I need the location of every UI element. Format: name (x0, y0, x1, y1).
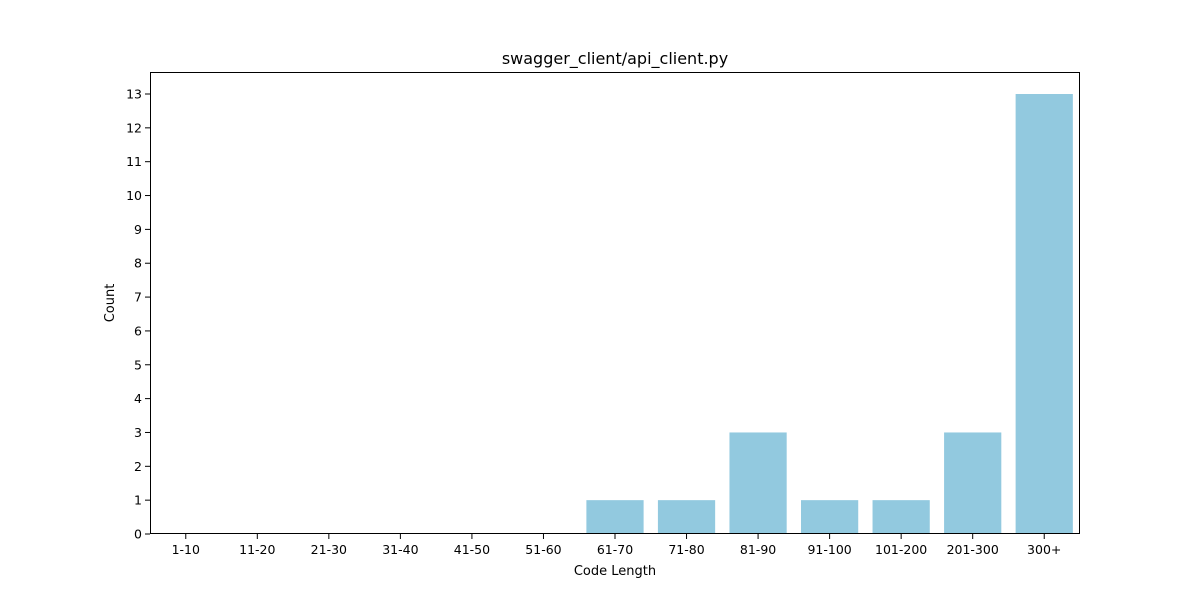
bar-91-100 (801, 500, 859, 534)
x-tick-label: 61-70 (597, 542, 633, 557)
x-tick-label: 101-200 (875, 542, 927, 557)
y-tick-label: 0 (134, 527, 142, 542)
bar-101-200 (872, 500, 930, 534)
y-tick-label: 5 (134, 357, 142, 372)
x-tick-label: 1-10 (172, 542, 200, 557)
y-tick-label: 12 (126, 120, 142, 135)
y-tick-label: 9 (134, 222, 142, 237)
x-tick-label: 71-80 (668, 542, 704, 557)
x-tick-label: 91-100 (807, 542, 851, 557)
x-tick-label: 31-40 (382, 542, 418, 557)
x-tick-label: 21-30 (311, 542, 347, 557)
y-tick-label: 13 (126, 87, 142, 102)
x-tick-label: 300+ (1027, 542, 1061, 557)
y-tick-label: 3 (134, 425, 142, 440)
x-tick-label: 11-20 (239, 542, 275, 557)
y-tick-label: 7 (134, 290, 142, 305)
chart-title: swagger_client/api_client.py (502, 49, 728, 69)
bars-group (586, 94, 1073, 534)
y-tick-label: 1 (134, 493, 142, 508)
y-tick-label: 8 (134, 256, 142, 271)
bar-61-70 (586, 500, 644, 534)
x-axis: 1-10 11-20 21-30 31-40 41-50 51-60 61-70 71-80 8… (172, 534, 1061, 557)
x-tick-label: 51-60 (525, 542, 561, 557)
y-tick-label: 6 (134, 323, 142, 338)
y-tick-label: 2 (134, 459, 142, 474)
bar-201-300 (944, 432, 1002, 534)
x-tick-label: 201-300 (947, 542, 999, 557)
y-axis-label: Count (103, 284, 118, 323)
plot-frame (150, 72, 1080, 534)
x-axis-label: Code Length (574, 564, 656, 579)
y-tick-label: 4 (134, 391, 142, 406)
bar-300+ (1015, 94, 1073, 534)
y-tick-label: 11 (126, 154, 142, 169)
x-tick-label: 81-90 (740, 542, 776, 557)
bar-81-90 (729, 432, 787, 534)
x-tick-label: 41-50 (454, 542, 490, 557)
y-tick-label: 10 (126, 188, 142, 203)
bar-71-80 (657, 500, 716, 534)
